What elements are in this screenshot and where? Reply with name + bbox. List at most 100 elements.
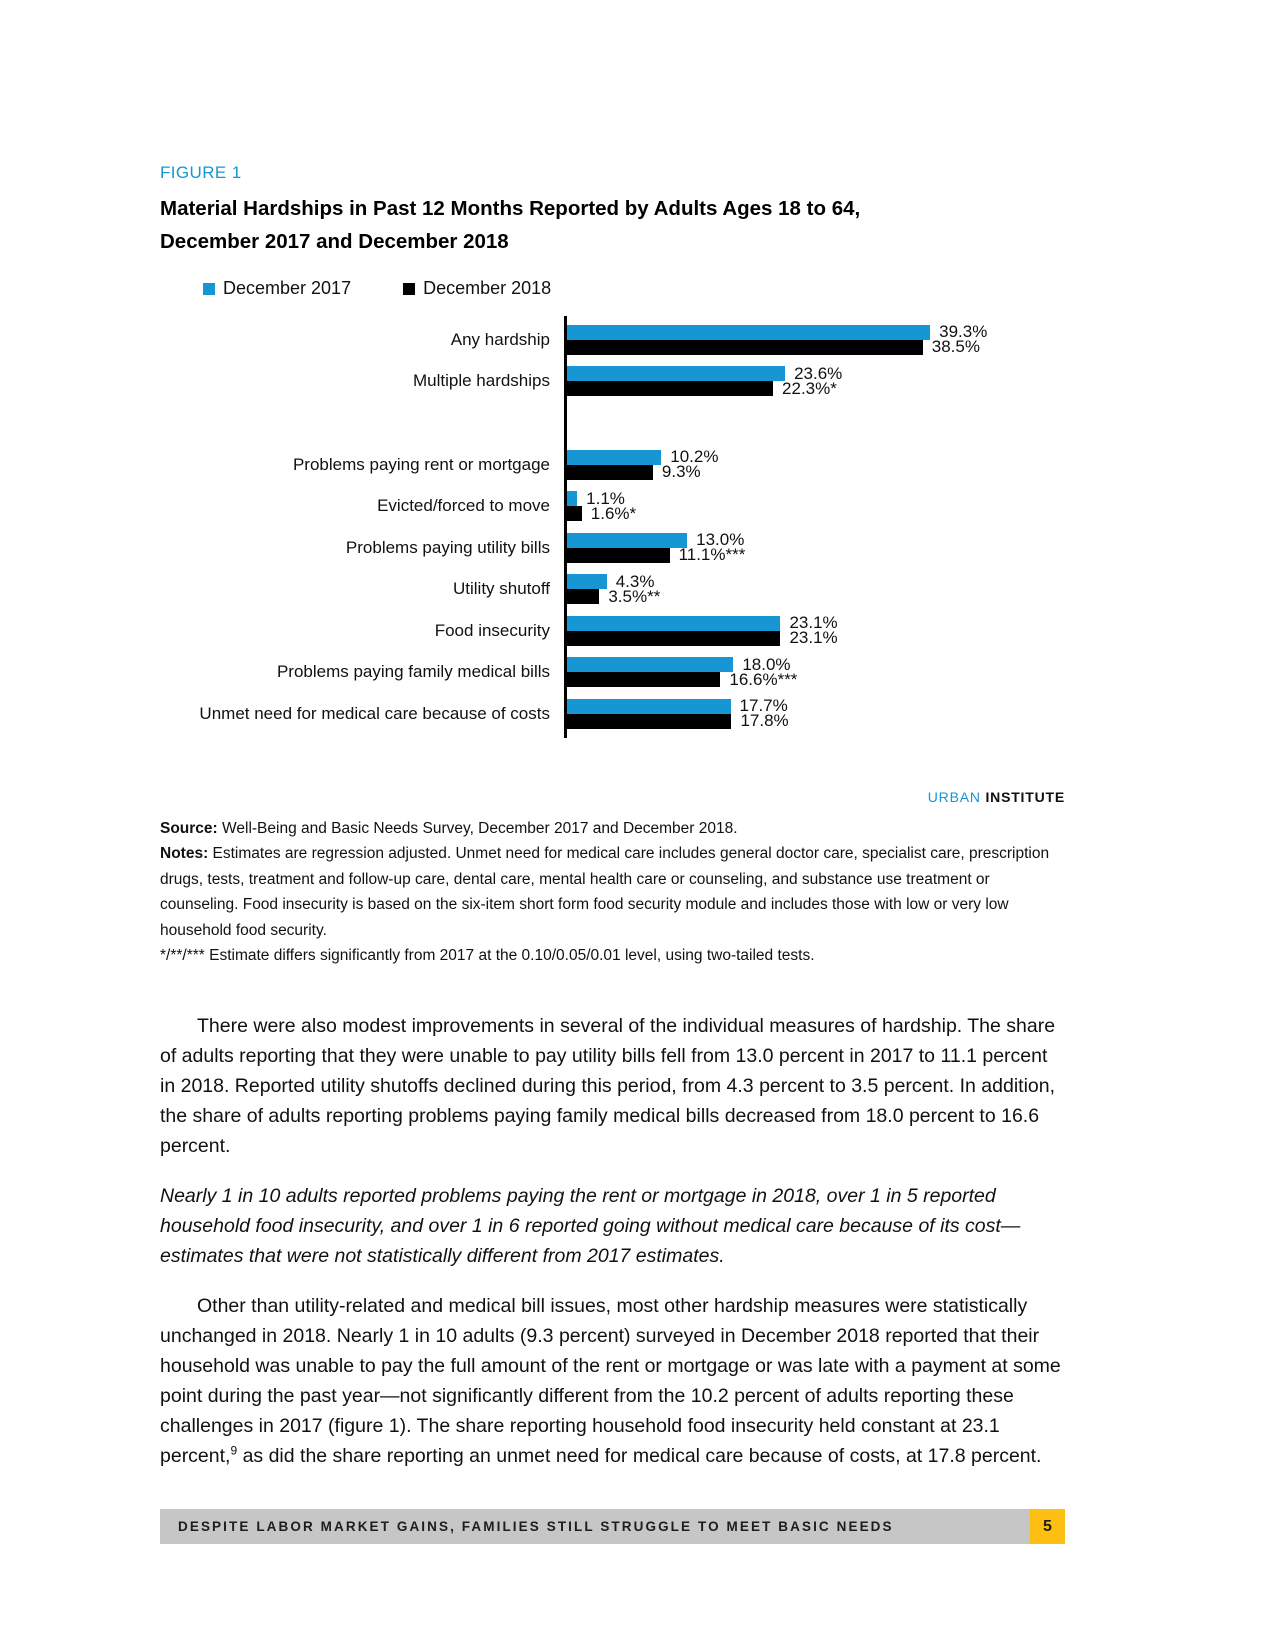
value-label-dec2017: 13.0% <box>696 530 745 550</box>
chart-row: Multiple hardships 23.6% 22.3%* <box>160 361 1065 403</box>
bar-dec2018 <box>567 589 600 605</box>
bar-group: 23.6% 22.3%* <box>564 364 1065 398</box>
value-label-dec2018: 9.3% <box>661 462 701 482</box>
bar-line: 9.3% <box>567 462 1065 482</box>
bar-group: 39.3% 38.5% <box>564 322 1065 357</box>
bar-line: 38.5% <box>567 337 1065 357</box>
bar-line: 1.1% <box>567 488 1065 508</box>
legend-swatch-2017 <box>203 282 215 295</box>
chart-row: Utility shutoff 4.3% 3.5%** <box>160 569 1065 611</box>
significance-note: */**/*** Estimate differs significantly … <box>160 947 815 964</box>
chart-rows: Any hardship 39.3% 38.5% Multiple hardships… <box>160 319 1065 735</box>
value-label-dec2018: 23.1% <box>789 628 838 648</box>
category-label: Problems paying rent or mortgage <box>292 454 550 474</box>
bar-line: 22.3%* <box>567 378 1065 398</box>
category-label: Multiple hardships <box>412 371 550 391</box>
legend-item-dec2017: December 2017 <box>203 278 351 299</box>
notes-line: Notes: Estimates are regression adjusted… <box>160 841 1065 943</box>
legend-label-2017: December 2017 <box>223 278 352 298</box>
value-label-dec2018: 22.3%* <box>782 378 837 398</box>
bar-group: 13.0% 11.1%*** <box>564 530 1065 565</box>
value-label-dec2017: 18.0% <box>742 654 791 674</box>
bar-dec2017 <box>567 324 931 340</box>
figure-title-line2: December 2017 and December 2018 <box>160 230 509 253</box>
bar-dec2018 <box>567 339 923 355</box>
bar-line: 17.8% <box>567 711 1065 731</box>
figure-label: FIGURE 1 <box>160 163 242 182</box>
value-label-dec2018: 16.6%*** <box>729 669 798 689</box>
source-text: Well-Being and Basic Needs Survey, Decem… <box>217 819 738 837</box>
bar-line: 11.1%*** <box>567 545 1065 565</box>
value-label-dec2017: 4.3% <box>615 571 655 591</box>
logo-institute-text: INSTITUTE <box>985 788 1065 805</box>
bar-line: 16.6%*** <box>567 669 1065 689</box>
logo-urban-text: URBAN <box>927 788 981 805</box>
bar-line: 13.0% <box>567 530 1065 550</box>
body-paragraph-1: There were also modest improvements in s… <box>160 1014 1056 1157</box>
body-paragraph-2-italic: Nearly 1 in 10 adults reported problems … <box>160 1184 1021 1267</box>
value-label-dec2017: 1.1% <box>586 488 625 508</box>
chart-notes: Source: Well-Being and Basic Needs Surve… <box>160 816 1065 969</box>
value-label-dec2017: 23.1% <box>789 613 838 633</box>
bar-dec2017 <box>567 698 731 714</box>
category-label: Problems paying utility bills <box>345 537 550 557</box>
bar-line: 3.5%** <box>567 587 1065 606</box>
bar-line: 1.6%* <box>567 503 1065 523</box>
category-label: Food insecurity <box>434 620 550 640</box>
bar-group: 18.0% 16.6%*** <box>564 654 1065 689</box>
legend-label-2018: December 2018 <box>423 278 552 298</box>
chart-row: Problems paying family medical bills 18.0… <box>160 652 1065 694</box>
bar-group: 23.1% 23.1% <box>564 613 1065 648</box>
bar-line: 23.6% <box>567 364 1065 383</box>
value-label-dec2017: 17.7% <box>739 696 788 716</box>
bar-dec2017 <box>567 615 781 631</box>
value-label-dec2018: 38.5% <box>931 337 980 357</box>
figure-title-line1: Material Hardships in Past 12 Months Rep… <box>160 197 861 220</box>
bar-dec2017 <box>567 532 688 548</box>
category-label: Any hardship <box>450 329 550 349</box>
chart-row: Food insecurity 23.1% 23.1% <box>160 610 1065 652</box>
footnote-9-marker: 9 <box>230 1443 238 1457</box>
figure-title: Material Hardships in Past 12 Months Rep… <box>160 192 1065 258</box>
bar-group: 4.3% 3.5%** <box>564 571 1065 606</box>
chart-row: Problems paying utility bills 13.0% 11.1%*… <box>160 527 1065 569</box>
chart-row-spacer <box>160 402 1065 444</box>
bar-line: 18.0% <box>567 654 1065 674</box>
value-label-dec2018: 11.1%*** <box>678 545 746 565</box>
value-label-dec2018: 1.6%* <box>590 503 637 523</box>
urban-institute-logo: URBAN INSTITUTE <box>160 789 1065 805</box>
chart-row: Unmet need for medical care because of c… <box>160 693 1065 735</box>
bar-line: 10.2% <box>567 447 1065 467</box>
chart-row: Any hardship 39.3% 38.5% <box>160 319 1065 361</box>
value-label-dec2017: 10.2% <box>670 447 719 467</box>
bar-dec2018 <box>567 464 653 480</box>
bar-chart: Any hardship 39.3% 38.5% Multiple hardships… <box>160 316 1065 738</box>
legend-swatch-2018 <box>403 282 416 295</box>
body-paragraph-3: Other than utility-related and medical b… <box>160 1291 1065 1471</box>
source-line: Source: Well-Being and Basic Needs Surve… <box>160 816 1065 842</box>
bar-dec2018 <box>567 381 774 397</box>
bar-dec2017 <box>567 574 607 590</box>
bar-group: 10.2% 9.3% <box>564 447 1065 482</box>
bar-line: 23.1% <box>567 628 1065 648</box>
value-label-dec2017: 39.3% <box>939 322 988 342</box>
bar-dec2018 <box>567 547 670 563</box>
page-number-badge: 5 <box>1030 1509 1065 1544</box>
category-label: Unmet need for medical care because of c… <box>199 703 550 723</box>
bar-line: 39.3% <box>567 322 1065 342</box>
bar-dec2018 <box>567 506 582 522</box>
p3-text-after: as did the share reporting an unmet need… <box>237 1444 1042 1467</box>
category-label: Problems paying family medical bills <box>276 662 550 682</box>
value-label-dec2018: 17.8% <box>740 711 789 731</box>
footer-bar: DESPITE LABOR MARKET GAINS, FAMILIES STI… <box>160 1509 1065 1544</box>
category-label: Utility shutoff <box>452 579 550 599</box>
chart-legend: December 2017 December 2018 <box>203 278 1065 299</box>
notes-text: Estimates are regression adjusted. Unmet… <box>160 845 1050 939</box>
bar-dec2018 <box>567 630 781 646</box>
footer-running-title: DESPITE LABOR MARKET GAINS, FAMILIES STI… <box>178 1519 894 1534</box>
bar-dec2017 <box>567 657 734 673</box>
bar-line: 23.1% <box>567 613 1065 633</box>
chart-row: Evicted/forced to move 1.1% 1.6%* <box>160 486 1065 528</box>
bar-line: 17.7% <box>567 696 1065 716</box>
